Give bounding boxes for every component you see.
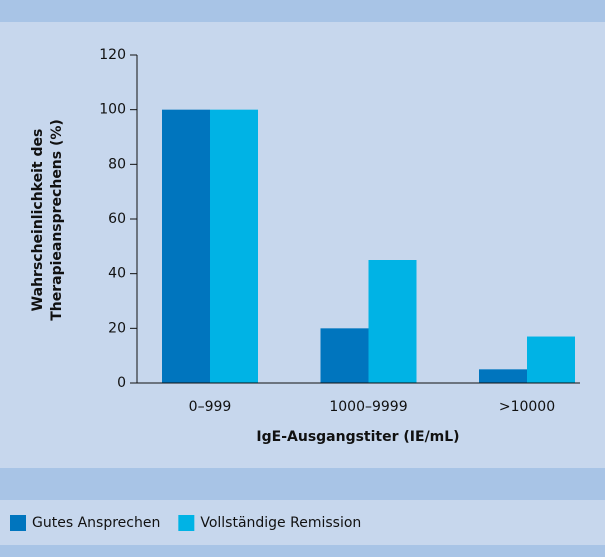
mid-band	[0, 468, 605, 500]
bottom-band	[0, 545, 605, 557]
y-tick-label: 0	[117, 375, 126, 391]
bar	[320, 328, 369, 383]
y-tick-label: 100	[99, 102, 126, 118]
legend-swatch	[178, 515, 195, 531]
bar	[368, 260, 417, 383]
y-tick-label: 80	[108, 156, 126, 172]
legend-label: Vollständige Remission	[200, 515, 361, 531]
top-band	[0, 0, 605, 22]
x-axis-label: IgE-Ausgangstiter (IE/mL)	[256, 429, 459, 445]
y-axis-label: Wahrscheinlichkeit des	[30, 129, 46, 312]
x-tick-label: 1000–9999	[329, 399, 407, 415]
legend-label: Gutes Ansprechen	[32, 515, 160, 531]
x-tick-label: >10000	[499, 399, 555, 415]
bar	[210, 109, 258, 384]
y-tick-label: 60	[108, 211, 126, 227]
y-axis-label: Therapieansprechens (%)	[49, 119, 65, 321]
y-tick-label: 40	[108, 266, 126, 282]
bar	[479, 369, 527, 383]
y-tick-label: 120	[99, 47, 126, 63]
legend-swatch	[10, 515, 26, 531]
x-tick-label: 0–999	[189, 399, 232, 415]
bar	[527, 336, 575, 383]
y-tick-label: 20	[108, 320, 126, 336]
bar	[162, 109, 210, 384]
